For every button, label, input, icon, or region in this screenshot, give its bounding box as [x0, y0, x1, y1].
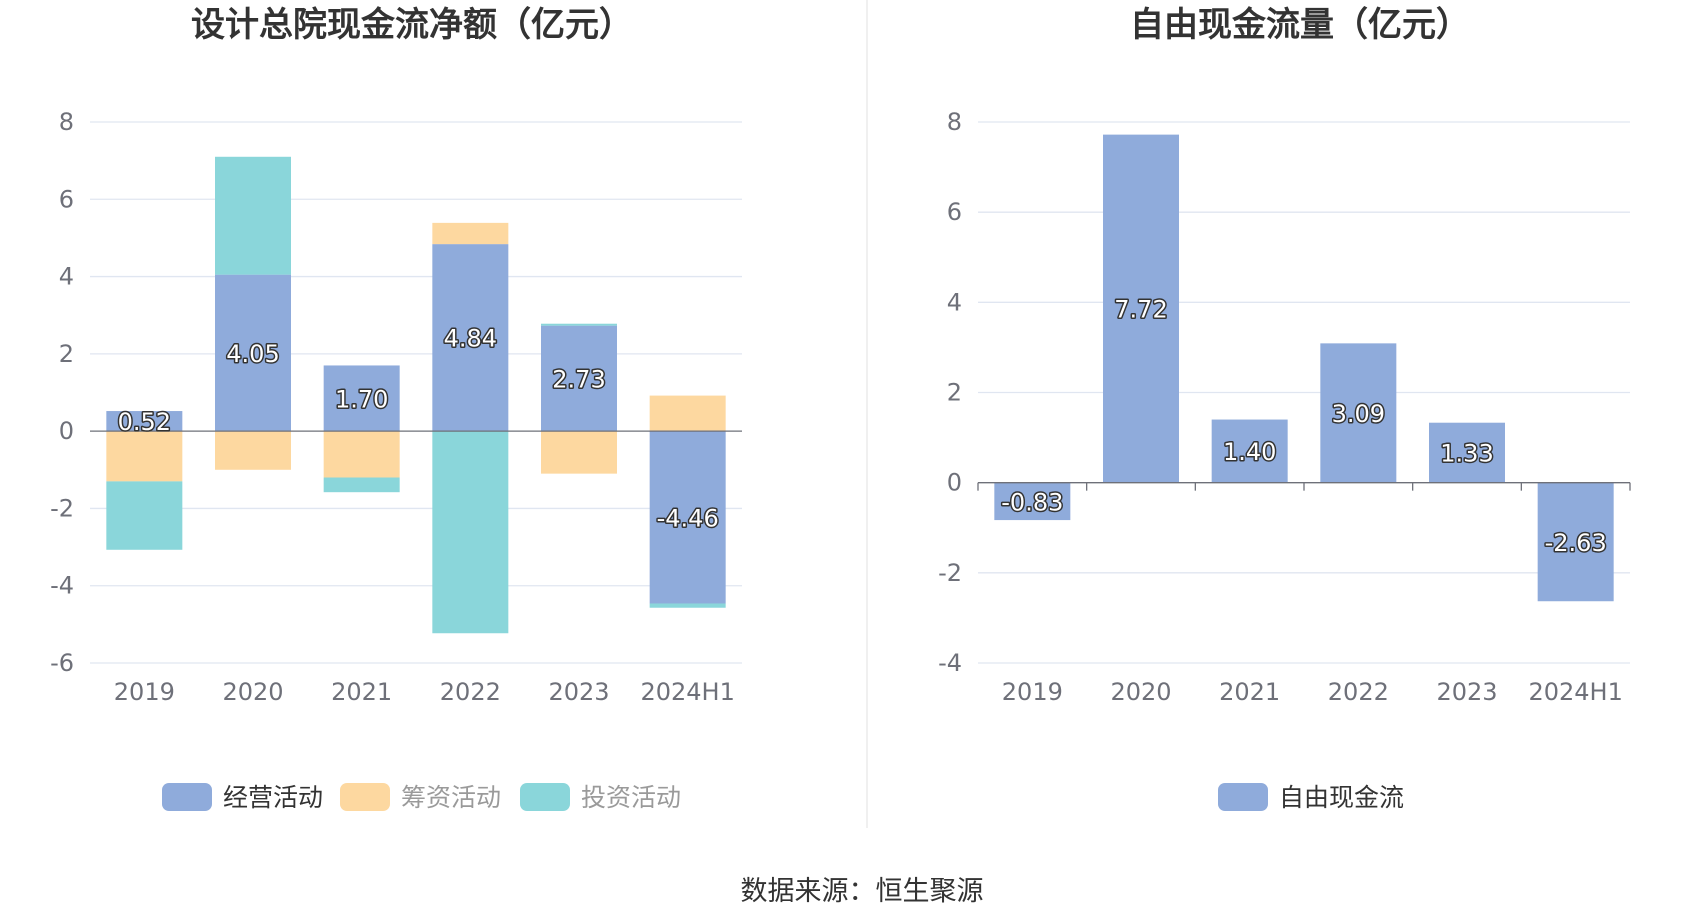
data-label: 4.84 — [444, 325, 497, 353]
data-label: -2.63 — [1545, 529, 1607, 557]
x-category-label: 2021 — [1219, 678, 1280, 706]
data-label: 7.72 — [1114, 296, 1167, 324]
y-tick-label: -6 — [50, 649, 74, 677]
x-category-label: 2020 — [222, 678, 283, 706]
bar — [1211, 419, 1288, 483]
bar — [323, 431, 400, 478]
y-tick-label: -2 — [50, 494, 74, 522]
data-source-note: 数据来源：恒生聚源 — [741, 876, 984, 907]
legend-swatch — [340, 783, 390, 811]
bar — [323, 477, 400, 493]
bar — [106, 481, 183, 550]
bar — [106, 411, 183, 432]
data-label: 1.40 — [1223, 438, 1276, 466]
data-label: 1.70 — [335, 385, 388, 413]
y-tick-label: 8 — [59, 108, 74, 136]
chart-title: 设计总院现金流净额（亿元） — [191, 5, 633, 45]
bar — [215, 274, 291, 432]
data-label: 3.09 — [1332, 400, 1385, 428]
y-tick-label: 2 — [59, 340, 74, 368]
bar — [1103, 134, 1179, 483]
x-category-label: 2021 — [331, 678, 392, 706]
legend-swatch — [520, 783, 570, 811]
legend-label: 经营活动 — [223, 783, 323, 812]
legend-label: 自由现金流 — [1279, 783, 1404, 812]
legend-swatch — [1218, 783, 1268, 811]
bar — [432, 222, 509, 245]
data-label: -0.83 — [1001, 488, 1063, 516]
data-label: 4.05 — [226, 340, 279, 368]
data-label: -4.46 — [657, 504, 719, 532]
y-tick-label: 6 — [59, 185, 74, 213]
bar — [541, 323, 617, 326]
bar — [649, 395, 726, 432]
x-category-label: 2022 — [1328, 678, 1389, 706]
legend-label: 投资活动 — [581, 783, 681, 812]
x-category-label: 2019 — [114, 678, 175, 706]
y-tick-label: 4 — [59, 263, 74, 291]
legend-label: 筹资活动 — [401, 783, 501, 812]
bar — [215, 431, 291, 470]
x-category-label: 2023 — [1436, 678, 1497, 706]
bar — [994, 482, 1071, 521]
data-label: 0.52 — [118, 408, 171, 436]
bar — [432, 431, 509, 634]
right-chart: 自由现金流量（亿元） 8 6 4 2 0 -2 -4 -0.83 7.72 1.40 3.09 1.33… — [938, 5, 1631, 812]
bar — [649, 431, 726, 604]
chart-title: 自由现金流量（亿元） — [1130, 5, 1470, 45]
x-category-label: 2024H1 — [1528, 678, 1622, 706]
data-label: 2.73 — [552, 365, 605, 393]
bar — [1429, 422, 1505, 483]
y-tick-label: 4 — [947, 288, 962, 316]
bar — [541, 431, 617, 474]
bar — [215, 156, 291, 275]
y-tick-label: -2 — [938, 559, 962, 587]
x-category-label: 2022 — [440, 678, 501, 706]
bar — [541, 325, 617, 432]
y-tick-label: 6 — [947, 198, 962, 226]
legend-swatch — [162, 783, 212, 811]
bar — [432, 244, 509, 432]
y-tick-label: -4 — [938, 649, 962, 677]
y-tick-label: -4 — [50, 572, 74, 600]
x-category-label: 2024H1 — [640, 678, 734, 706]
data-label: 1.33 — [1440, 440, 1493, 468]
bar — [323, 365, 400, 432]
bar — [1320, 343, 1397, 483]
x-category-label: 2020 — [1110, 678, 1171, 706]
bar — [1537, 482, 1614, 602]
left-chart: 设计总院现金流净额（亿元） 8 6 4 2 0 -2 -4 -6 0.52 4.05 1.70 4.84… — [50, 5, 742, 812]
y-tick-label: 8 — [947, 108, 962, 136]
x-category-label: 2023 — [548, 678, 609, 706]
y-tick-label: 0 — [59, 417, 74, 445]
y-tick-label: 2 — [947, 379, 962, 407]
bar — [106, 431, 183, 482]
y-tick-label: 0 — [947, 469, 962, 497]
x-category-label: 2019 — [1002, 678, 1063, 706]
bar — [649, 603, 726, 608]
